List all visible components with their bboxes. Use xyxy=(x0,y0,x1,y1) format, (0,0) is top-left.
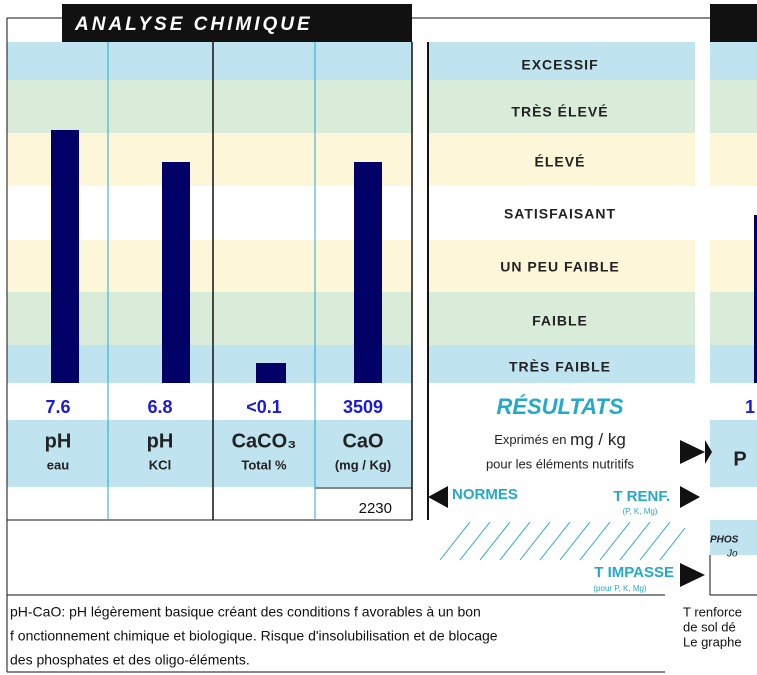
bars xyxy=(51,130,757,383)
t-renf: T RENF. xyxy=(613,488,670,505)
comment-line: f onctionnement chimique et biologique. … xyxy=(10,628,498,644)
comment-line: des phosphates et des oligo-éléments. xyxy=(10,652,250,668)
right-phos: PHOS xyxy=(710,535,739,546)
comment-line: pH-CaO: pH légèrement basique créant des… xyxy=(10,604,481,620)
title: ANALYSE CHIMIQUE xyxy=(74,14,313,35)
t-renf-sub: (P, K, Mg) xyxy=(623,507,658,516)
hatch xyxy=(439,521,686,561)
right-name: P xyxy=(733,448,746,470)
param-unit: KCl xyxy=(149,457,171,472)
results-note: pour les éléments nutritifs xyxy=(486,456,635,471)
level-label: UN PEU FAIBLE xyxy=(500,259,620,275)
t-impasse-sub: (pour P, K, Mg) xyxy=(593,584,647,593)
param-name: pH xyxy=(147,430,174,452)
arrows xyxy=(428,440,712,587)
header-bar xyxy=(710,4,757,42)
t-impasse: T IMPASSE xyxy=(594,564,674,581)
result-value: <0.1 xyxy=(246,397,282,417)
result-value: 7.6 xyxy=(45,397,70,417)
header-bar xyxy=(62,4,412,42)
level-label: TRÈS ÉLEVÉ xyxy=(511,104,608,120)
level-label: EXCESSIF xyxy=(521,57,598,73)
param-name: CaCO₃ xyxy=(232,430,297,452)
column-lines xyxy=(107,42,316,520)
right-jo: Jo xyxy=(726,549,738,560)
norms-label: NORMES xyxy=(452,486,518,503)
side-line: de sol dé xyxy=(683,619,736,634)
results-title: RÉSULTATS xyxy=(496,394,623,419)
param-name: pH xyxy=(45,430,72,452)
level-label: SATISFAISANT xyxy=(504,206,616,222)
param-unit: (mg / Kg) xyxy=(335,457,391,472)
borders xyxy=(6,17,757,673)
param-name: CaO xyxy=(342,430,383,452)
right-value: 1 xyxy=(745,397,755,417)
level-label: ÉLEVÉ xyxy=(535,154,586,170)
bands xyxy=(7,42,757,555)
result-value: 3509 xyxy=(343,397,383,417)
norm-value: 2230 xyxy=(359,500,392,517)
side-line: T renforce xyxy=(683,604,742,619)
param-unit: Total % xyxy=(241,457,287,472)
side-line: Le graphe xyxy=(683,634,742,649)
level-label: FAIBLE xyxy=(532,313,588,329)
param-unit: eau xyxy=(47,457,69,472)
result-value: 6.8 xyxy=(147,397,172,417)
results-note: Exprimés en mg / kg xyxy=(494,430,626,449)
level-label: TRÈS FAIBLE xyxy=(509,359,611,375)
